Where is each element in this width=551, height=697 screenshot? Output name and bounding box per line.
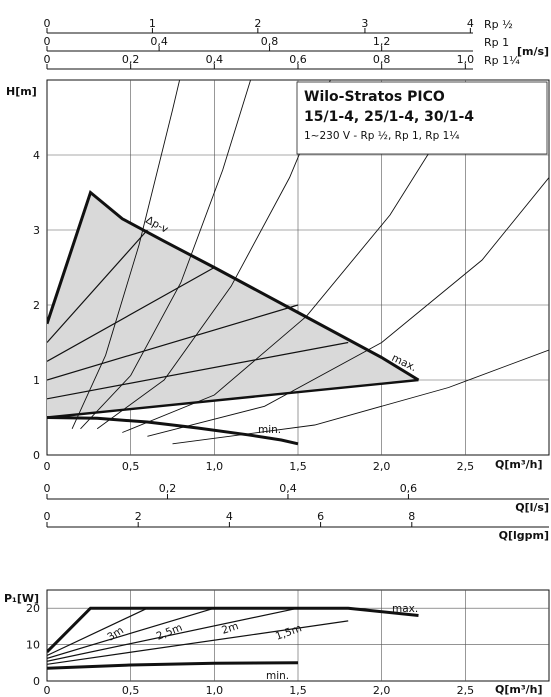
flow-scale-tick-label: 2 <box>135 510 142 523</box>
head-chart-x-tick-label: 2,5 <box>457 460 475 473</box>
flow-axis-label-power-chart: Q[m³/h] <box>495 683 543 696</box>
velocity-scale-tick-label: 0,6 <box>289 53 307 66</box>
flow-scale-unit: Q[l/s] <box>515 501 549 514</box>
flow-scale-tick-label: 8 <box>408 510 415 523</box>
curve-label-2m: 2m <box>220 620 240 637</box>
power-chart-x-tick-label: 1,0 <box>206 684 224 697</box>
head-chart-y-tick-label: 4 <box>33 149 40 162</box>
dpv-min-line <box>47 378 419 419</box>
power-chart-y-tick-label: 10 <box>26 639 40 652</box>
velocity-scales: 0 1 2 3 4 Rp ½ 0 0,4 0,8 1,2 Rp 1 [m/s] 0 0,2 0,4 0,6 0,… <box>44 17 549 70</box>
power-setpoint-line <box>47 607 148 657</box>
velocity-scale-unit: Rp 1¼ <box>484 54 520 67</box>
power-axis-label: P₁[W] <box>4 592 39 605</box>
power-chart-plot-area <box>47 606 419 670</box>
head-axis-label: H[m] <box>6 85 37 98</box>
velocity-scale-tick-label: 0 <box>44 17 51 30</box>
chart-title: Wilo-Stratos PICO <box>304 89 445 105</box>
curve-label-min: min. <box>266 670 289 682</box>
power-setpoint-line <box>47 607 215 659</box>
dpv-setpoint-line <box>47 266 215 362</box>
head-chart-x-tick-label: 0,5 <box>122 460 140 473</box>
flow-scale-tick-label: 6 <box>317 510 324 523</box>
flow-scale-tick-label: 0 <box>44 482 51 495</box>
flow-unit-scales: 0 0,2 0,4 0,6 Q[l/s] 0 2 4 6 8 Q[lgpm] <box>44 482 549 542</box>
curve-label-max: max. <box>392 603 418 615</box>
power-chart-x-tick-label: 0,5 <box>122 684 140 697</box>
power-chart-x-tick-label: 1,5 <box>289 684 307 697</box>
flow-scale-tick-label: 4 <box>226 510 233 523</box>
dpv-setpoint-line <box>47 341 349 400</box>
dpv-setpoint-line <box>47 304 299 381</box>
velocity-scale-extra-unit: [m/s] <box>517 45 549 58</box>
velocity-scale-tick-label: 0 <box>44 35 51 48</box>
head-chart-y-tick-label: 0 <box>33 449 40 462</box>
system-curve <box>80 80 252 430</box>
title-box <box>296 81 548 155</box>
power-chart-x-tick-label: 0 <box>44 684 51 697</box>
velocity-scale-tick-label: 0,8 <box>373 53 391 66</box>
flow-scale-tick-label: 0,2 <box>159 482 177 495</box>
chart-subtitle: 1~230 V - Rp ½, Rp 1, Rp 1¼ <box>304 130 459 142</box>
flow-scale-tick-label: 0,4 <box>279 482 297 495</box>
power-chart-y-tick-label: 20 <box>26 602 40 615</box>
dpv-setpoint-line <box>47 229 148 343</box>
min-power-curve <box>47 661 299 670</box>
power-setpoint-line <box>47 620 349 665</box>
head-chart-x-tick-label: 2,0 <box>373 460 391 473</box>
velocity-scale-tick-label: 4 <box>467 17 474 30</box>
velocity-scale-tick-label: 1 <box>149 17 156 30</box>
velocity-scale-unit: Rp ½ <box>484 18 513 31</box>
flow-scale-tick-label: 0,6 <box>400 482 418 495</box>
velocity-scale-tick-label: 0,4 <box>150 35 168 48</box>
head-chart-x-tick-label: 0 <box>44 460 51 473</box>
system-curve <box>71 80 181 429</box>
head-chart-x-tick-label: 1,0 <box>206 460 224 473</box>
head-flow-chart: 0 0,5 1,0 1,5 2,0 2,5 0 1 2 3 4 <box>33 79 550 473</box>
velocity-scale-tick-label: 0,4 <box>206 53 224 66</box>
velocity-scale-tick-label: 3 <box>361 17 368 30</box>
velocity-scale-tick-label: 0 <box>44 53 51 66</box>
flow-scale-tick-label: 0 <box>44 510 51 523</box>
max-power-curve <box>47 606 419 653</box>
operating-range-area <box>47 192 419 418</box>
velocity-scale-tick-label: 2 <box>254 17 261 30</box>
power-setpoint-line <box>47 607 299 662</box>
head-chart-y-tick-label: 2 <box>33 299 40 312</box>
velocity-scale-unit: Rp 1 <box>484 36 509 49</box>
min-head-curve <box>47 416 299 446</box>
power-chart-x-tick-label: 2,0 <box>373 684 391 697</box>
head-chart-plot-area <box>47 80 549 446</box>
head-chart-x-tick-label: 1,5 <box>289 460 307 473</box>
min-annotation: min. <box>258 424 281 436</box>
flow-axis-label-head-chart: Q[m³/h] <box>495 458 543 471</box>
head-chart-y-tick-label: 1 <box>33 374 40 387</box>
flow-scale-unit: Q[lgpm] <box>499 529 549 542</box>
head-chart-y-tick-label: 3 <box>33 224 40 237</box>
chart-title-models: 15/1-4, 25/1-4, 30/1-4 <box>304 109 474 125</box>
max-head-curve <box>47 189 420 382</box>
velocity-scale-tick-label: 1,0 <box>457 53 475 66</box>
velocity-scale-tick-label: 1,2 <box>373 35 391 48</box>
power-chart-x-tick-label: 2,5 <box>457 684 475 697</box>
power-chart-y-tick-label: 0 <box>33 675 40 688</box>
velocity-scale-tick-label: 0,8 <box>261 35 279 48</box>
power-flow-chart: 0 0,5 1,0 1,5 2,0 2,5 0 10 20 <box>26 589 550 697</box>
velocity-scale-tick-label: 0,2 <box>122 53 140 66</box>
system-curve <box>147 177 549 437</box>
